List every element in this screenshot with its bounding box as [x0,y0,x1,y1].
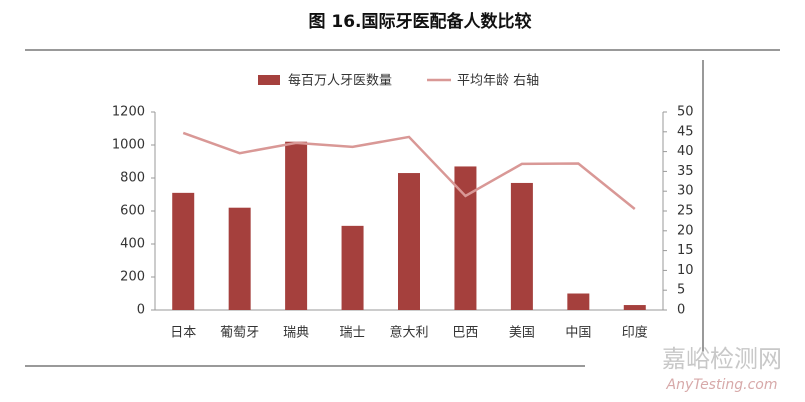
bar [285,141,308,310]
y2-tick-label: 25 [677,204,694,219]
y2-tick-label: 35 [677,164,694,179]
y2-tick-label: 30 [677,184,694,199]
watermark-sub: AnyTesting.com [666,377,778,393]
bar [567,293,590,310]
y2-tick-label: 40 [677,144,694,159]
y2-tick-label: 15 [677,243,694,258]
x-tick-label: 意大利 [389,325,428,341]
y-tick-label: 1000 [112,138,145,153]
x-tick-label: 美国 [509,326,535,341]
bar [341,225,364,310]
x-tick-label: 日本 [170,326,196,341]
y-tick-label: 400 [120,237,145,252]
y-tick-label: 200 [120,270,145,285]
x-tick-label: 中国 [565,326,591,341]
y2-tick-label: 5 [677,283,685,298]
x-tick-label: 葡萄牙 [220,326,259,341]
legend-swatch [258,75,280,85]
y2-tick-label: 20 [677,223,694,238]
x-tick-label: 巴西 [452,326,478,341]
bar [510,182,533,310]
x-tick-label: 瑞典 [283,326,309,341]
y2-tick-label: 50 [677,105,694,120]
y2-tick-label: 0 [677,303,685,318]
chart-title: 图 16.国际牙医配备人数比较 [308,11,531,32]
bar [398,173,420,310]
y-tick-label: 600 [120,204,145,219]
bar [228,207,251,310]
bar [454,166,477,310]
legend-label: 平均年龄 右轴 [457,74,539,89]
bar [623,305,646,310]
watermark: 嘉峪检测网 [662,345,782,373]
x-tick-label: 印度 [622,325,648,341]
legend-label: 每百万人牙医数量 [288,73,392,89]
y2-tick-label: 10 [677,263,694,278]
y-tick-label: 800 [120,171,145,186]
bar [172,192,195,310]
x-tick-label: 瑞士 [340,326,366,341]
y-tick-label: 0 [137,303,145,318]
y-tick-label: 1200 [112,105,145,120]
line [182,131,636,210]
y2-tick-label: 45 [677,124,694,139]
